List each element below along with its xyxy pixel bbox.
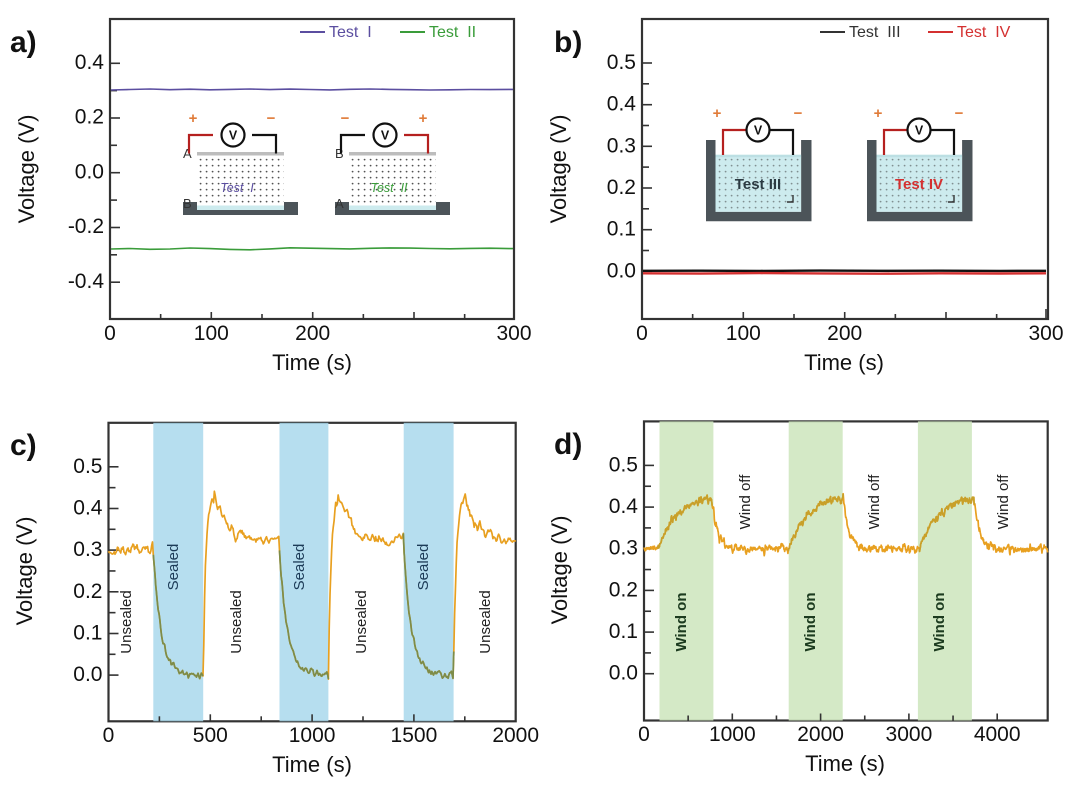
svg-text:V: V xyxy=(754,124,763,138)
svg-text:0.2: 0.2 xyxy=(609,578,638,601)
svg-text:B: B xyxy=(335,146,344,161)
svg-text:1500: 1500 xyxy=(391,724,438,747)
svg-text:0.2: 0.2 xyxy=(73,580,102,603)
svg-text:200: 200 xyxy=(295,322,330,345)
svg-text:Test IV: Test IV xyxy=(895,176,943,193)
svg-text:Wind off: Wind off xyxy=(866,474,883,530)
svg-text:0.2: 0.2 xyxy=(607,176,636,199)
svg-text:−: − xyxy=(794,105,803,122)
svg-text:0.0: 0.0 xyxy=(609,662,638,685)
svg-text:Unsealed: Unsealed xyxy=(477,590,494,653)
svg-text:0.5: 0.5 xyxy=(609,453,638,476)
svg-text:Voltage (V): Voltage (V) xyxy=(12,517,37,626)
svg-text:0: 0 xyxy=(638,723,650,746)
svg-text:500: 500 xyxy=(193,724,228,747)
svg-text:Test II: Test II xyxy=(429,24,476,41)
svg-text:Wind on: Wind on xyxy=(673,592,690,651)
svg-text:d): d) xyxy=(554,428,582,461)
svg-text:A: A xyxy=(335,196,344,211)
svg-text:Test IV: Test IV xyxy=(957,24,1011,41)
svg-text:0.4: 0.4 xyxy=(75,51,105,74)
svg-text:−: − xyxy=(267,110,276,127)
svg-text:1000: 1000 xyxy=(709,723,756,746)
svg-text:Voltage (V): Voltage (V) xyxy=(547,516,572,625)
svg-text:Test I: Test I xyxy=(329,24,372,41)
svg-text:Time (s): Time (s) xyxy=(272,350,352,375)
svg-text:0: 0 xyxy=(636,322,648,345)
svg-text:100: 100 xyxy=(194,322,229,345)
svg-text:V: V xyxy=(229,129,238,143)
svg-text:0.0: 0.0 xyxy=(75,160,104,183)
svg-text:-0.4: -0.4 xyxy=(68,270,105,293)
svg-text:3000: 3000 xyxy=(886,723,933,746)
svg-text:a): a) xyxy=(10,26,37,59)
svg-text:0.2: 0.2 xyxy=(75,106,104,129)
svg-text:100: 100 xyxy=(726,322,761,345)
svg-text:0: 0 xyxy=(104,322,116,345)
svg-text:V: V xyxy=(381,129,390,143)
svg-text:V: V xyxy=(915,124,924,138)
svg-text:0: 0 xyxy=(103,724,115,747)
svg-text:Voltage (V): Voltage (V) xyxy=(546,115,571,224)
svg-text:0.3: 0.3 xyxy=(73,538,102,561)
svg-text:0.1: 0.1 xyxy=(609,620,638,643)
svg-text:+: + xyxy=(874,105,883,122)
svg-text:300: 300 xyxy=(1028,322,1063,345)
svg-text:+: + xyxy=(189,110,198,127)
svg-text:0.4: 0.4 xyxy=(73,497,103,520)
svg-text:Time (s): Time (s) xyxy=(804,350,884,375)
svg-text:Test III: Test III xyxy=(849,24,901,41)
svg-text:Test II: Test II xyxy=(370,181,408,195)
svg-text:Wind on: Wind on xyxy=(931,592,948,651)
svg-text:Unsealed: Unsealed xyxy=(228,590,245,653)
svg-text:Unsealed: Unsealed xyxy=(118,590,135,653)
svg-text:Time (s): Time (s) xyxy=(272,752,352,777)
svg-text:Test III: Test III xyxy=(735,176,781,193)
svg-text:+: + xyxy=(713,105,722,122)
svg-text:4000: 4000 xyxy=(974,723,1021,746)
svg-text:Test I: Test I xyxy=(220,181,254,195)
svg-text:0.1: 0.1 xyxy=(607,218,636,241)
svg-text:0.3: 0.3 xyxy=(609,537,638,560)
svg-text:Wind off: Wind off xyxy=(737,474,754,530)
svg-text:1000: 1000 xyxy=(289,724,336,747)
svg-text:300: 300 xyxy=(496,322,531,345)
svg-text:Wind on: Wind on xyxy=(802,592,819,651)
svg-text:0.0: 0.0 xyxy=(607,259,636,282)
svg-text:0.1: 0.1 xyxy=(73,622,102,645)
svg-text:0.0: 0.0 xyxy=(73,663,102,686)
svg-text:0.4: 0.4 xyxy=(609,495,639,518)
svg-text:Voltage (V): Voltage (V) xyxy=(14,115,39,224)
svg-text:0.3: 0.3 xyxy=(607,134,636,157)
svg-text:B: B xyxy=(183,196,192,211)
svg-text:b): b) xyxy=(554,26,582,59)
svg-text:−: − xyxy=(341,110,350,127)
svg-text:Sealed: Sealed xyxy=(415,544,432,591)
svg-text:Sealed: Sealed xyxy=(165,544,182,591)
svg-text:2000: 2000 xyxy=(492,724,539,747)
svg-text:200: 200 xyxy=(827,322,862,345)
svg-text:A: A xyxy=(183,146,192,161)
svg-text:-0.2: -0.2 xyxy=(68,215,104,238)
svg-text:Wind off: Wind off xyxy=(995,474,1012,530)
svg-text:Sealed: Sealed xyxy=(291,544,308,591)
svg-text:0.4: 0.4 xyxy=(607,93,637,116)
svg-text:Unsealed: Unsealed xyxy=(353,590,370,653)
svg-text:0.5: 0.5 xyxy=(607,51,636,74)
svg-text:−: − xyxy=(955,105,964,122)
svg-text:Time (s): Time (s) xyxy=(805,751,885,776)
svg-text:0.5: 0.5 xyxy=(73,455,102,478)
svg-text:c): c) xyxy=(10,429,37,462)
svg-text:+: + xyxy=(419,110,428,127)
svg-text:2000: 2000 xyxy=(797,723,844,746)
